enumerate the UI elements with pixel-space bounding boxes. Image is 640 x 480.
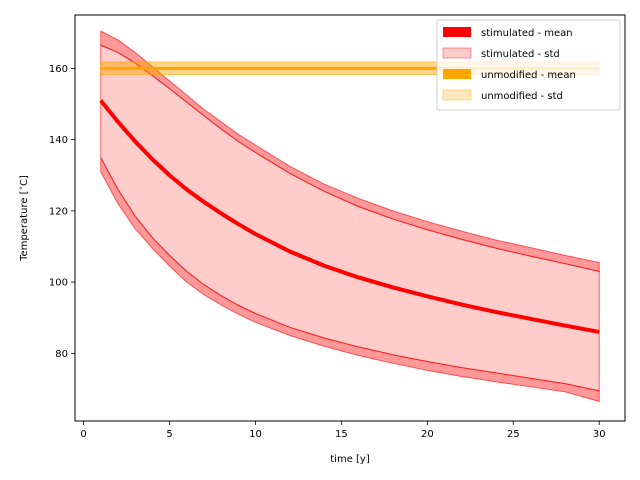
x-tick-label: 25 xyxy=(507,429,520,440)
x-tick-label: 5 xyxy=(166,429,172,440)
y-tick-label: 100 xyxy=(49,278,68,289)
y-tick-label: 160 xyxy=(49,64,68,75)
legend-frame xyxy=(436,19,621,111)
x-axis-label: time [y] xyxy=(330,454,370,465)
y-tick-label: 140 xyxy=(49,135,68,146)
y-tick-label: 80 xyxy=(55,349,68,360)
x-tick-label: 15 xyxy=(335,429,348,440)
stimulated-mean-line xyxy=(99,99,600,334)
x-tick-label: 30 xyxy=(593,429,606,440)
y-axis-label: Temperature [∘C] xyxy=(17,175,30,262)
x-tick-label: 20 xyxy=(421,429,434,440)
legend-label: stimulated - std xyxy=(481,49,560,60)
axis-ticks: 0 5 10 15 20 25 30 80 100 120 140 160 xyxy=(49,64,606,440)
legend-swatch xyxy=(442,47,472,59)
axes-frame xyxy=(74,14,626,422)
legend-label: unmodified - mean xyxy=(481,70,576,81)
x-tick-label: 10 xyxy=(249,429,262,440)
legend-swatch xyxy=(443,69,471,79)
legend-label: stimulated - mean xyxy=(481,28,573,39)
y-tick-label: 120 xyxy=(49,206,68,217)
legend: stimulated - mean stimulated - std unmodif… xyxy=(436,19,621,111)
legend-swatch xyxy=(443,27,471,37)
legend-label: unmodified - std xyxy=(481,91,563,102)
stimulated-std-lower-ribbon xyxy=(100,157,600,403)
legend-swatch xyxy=(442,89,472,101)
x-tick-label: 0 xyxy=(80,429,86,440)
legend-items: stimulated - mean stimulated - std unmodif… xyxy=(442,27,576,102)
stimulated-std-upper-ribbon xyxy=(100,30,600,273)
